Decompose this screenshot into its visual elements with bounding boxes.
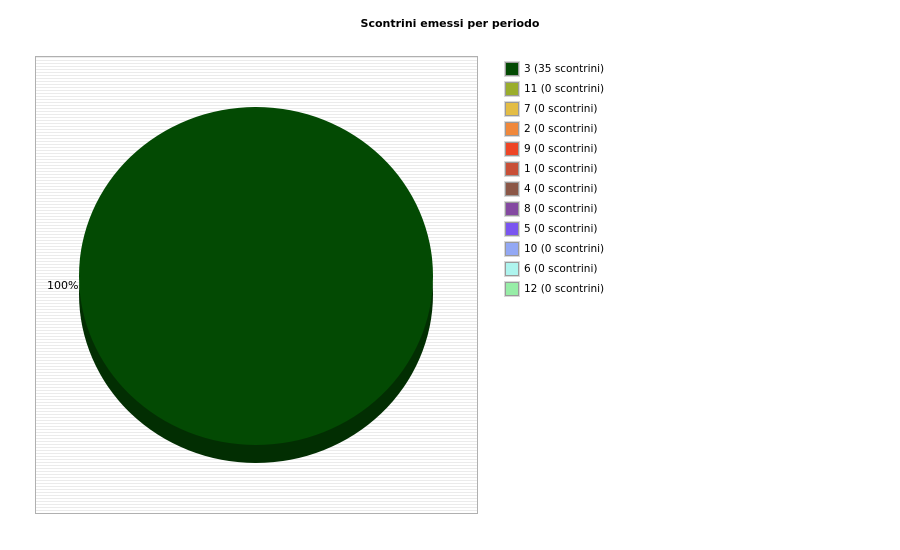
legend-swatch	[504, 261, 520, 277]
legend-label: 9 (0 scontrini)	[524, 143, 598, 155]
legend-item: 12 (0 scontrini)	[504, 281, 605, 302]
legend-item: 6 (0 scontrini)	[504, 261, 604, 282]
legend-item: 3 (35 scontrini)	[504, 61, 605, 82]
legend-swatch	[504, 61, 520, 77]
legend-swatch	[504, 81, 520, 97]
legend-swatch	[504, 181, 520, 197]
legend-label: 5 (0 scontrini)	[524, 223, 598, 235]
legend-swatch	[504, 221, 520, 237]
legend-label: 2 (0 scontrini)	[524, 123, 598, 135]
legend-label: 6 (0 scontrini)	[524, 263, 598, 275]
legend-swatch	[504, 101, 520, 117]
legend-label: 12 (0 scontrini)	[524, 283, 605, 295]
legend-swatch	[504, 161, 520, 177]
legend-swatch	[504, 241, 520, 257]
legend-swatch	[504, 281, 520, 297]
legend-item: 10 (0 scontrini)	[504, 241, 605, 262]
legend-item: 4 (0 scontrini)	[504, 181, 604, 202]
legend-item: 9 (0 scontrini)	[504, 141, 604, 162]
legend-item: 1 (0 scontrini)	[504, 161, 604, 182]
legend: 3 (35 scontrini) 11 (0 scontrini) 7 (0 sco…	[504, 61, 605, 302]
slice-label-percent: 100%	[47, 279, 79, 292]
legend-label: 10 (0 scontrini)	[524, 243, 605, 255]
legend-swatch	[504, 201, 520, 217]
legend-item: 2 (0 scontrini)	[504, 121, 604, 142]
legend-item: 7 (0 scontrini)	[504, 101, 604, 122]
legend-label: 11 (0 scontrini)	[524, 83, 605, 95]
legend-swatch	[504, 121, 520, 137]
legend-label: 4 (0 scontrini)	[524, 183, 598, 195]
legend-label: 3 (35 scontrini)	[524, 63, 605, 75]
legend-item: 5 (0 scontrini)	[504, 221, 604, 242]
legend-label: 7 (0 scontrini)	[524, 103, 598, 115]
legend-label: 1 (0 scontrini)	[524, 163, 598, 175]
chart-title: Scontrini emessi per periodo	[360, 17, 540, 30]
legend-item: 8 (0 scontrini)	[504, 201, 604, 222]
legend-item: 11 (0 scontrini)	[504, 81, 605, 102]
legend-swatch	[504, 141, 520, 157]
legend-label: 8 (0 scontrini)	[524, 203, 598, 215]
pie-slice	[79, 107, 433, 445]
